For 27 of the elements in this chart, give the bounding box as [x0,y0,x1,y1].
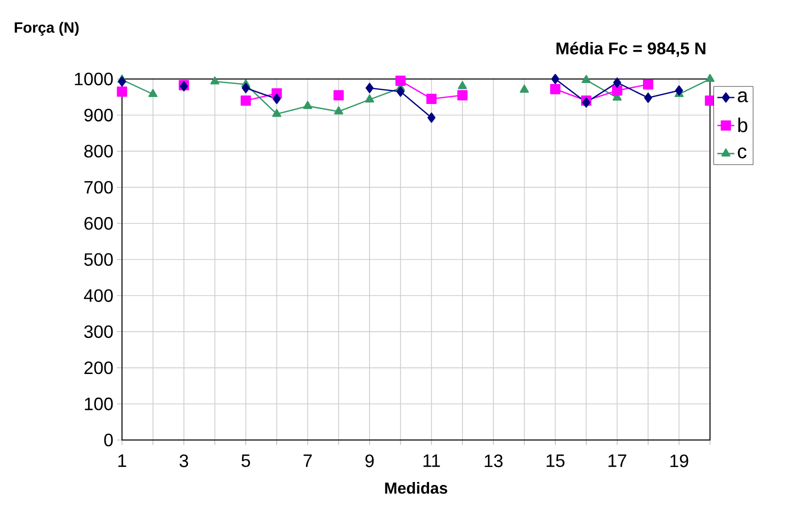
y-tick-label: 800 [84,144,113,158]
legend-label: a [738,91,748,102]
y-tick-label: 700 [84,180,113,194]
x-tick-label: 11 [424,454,440,467]
y-tick-label: 100 [84,398,113,410]
x-tick-label: 9 [365,454,374,468]
y-tick-label: 600 [84,217,113,230]
y-tick-label: 400 [84,289,113,302]
x-tick-label: 15 [546,454,564,468]
y-tick-label: 500 [84,253,113,266]
x-tick-label: 1 [118,454,126,467]
x-tick-label: 7 [304,454,312,467]
legend-label: b [738,118,748,132]
y-tick-label: 900 [84,108,113,122]
y-tick-label: 300 [84,325,113,338]
y-tick-label: 1000 [74,72,113,86]
y-tick-label: 200 [84,361,113,374]
x-tick-label: 13 [484,454,503,468]
legend-label: c [738,147,746,158]
x-axis-title: Medidas [385,482,448,494]
y-axis-title: Força (N) [14,22,79,36]
x-tick-label: 3 [180,454,188,468]
chart-title: Média Fc = 984,5 N [556,42,706,57]
x-tick-label: 19 [670,454,688,468]
y-tick-label: 0 [104,434,113,446]
x-tick-label: 17 [608,454,626,467]
x-tick-label: 5 [242,454,250,468]
